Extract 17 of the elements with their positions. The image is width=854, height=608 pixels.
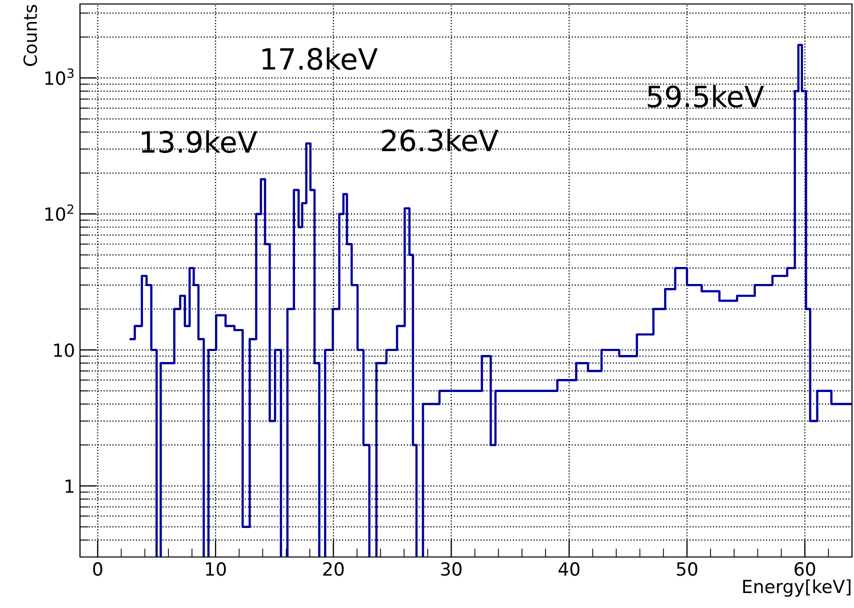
x-axis-title: Energy[keV] <box>743 579 850 597</box>
y-axis-title: Counts <box>23 4 38 66</box>
x-tick-label: 50 <box>676 562 698 576</box>
annotation: 26.3keV <box>382 128 498 152</box>
annotation: 59.5keV <box>648 84 764 108</box>
y-tick-label: 10$^{3}$ <box>45 68 74 85</box>
x-tick-label: 0 <box>93 562 102 576</box>
x-tick-label: 60 <box>794 562 816 576</box>
x-tick-label: 40 <box>558 562 580 576</box>
annotation: 17.8keV <box>262 47 378 70</box>
x-tick-label: 10 <box>206 562 226 576</box>
x-tick-label: 30 <box>441 562 462 576</box>
y-tick-label: 10$^{2}$ <box>45 204 74 221</box>
y-tick-label: 10 <box>54 343 74 358</box>
y-tick-label: 1 <box>66 480 74 493</box>
annotation: 13.9keV <box>142 130 258 153</box>
x-tick-label: 20 <box>323 562 344 576</box>
